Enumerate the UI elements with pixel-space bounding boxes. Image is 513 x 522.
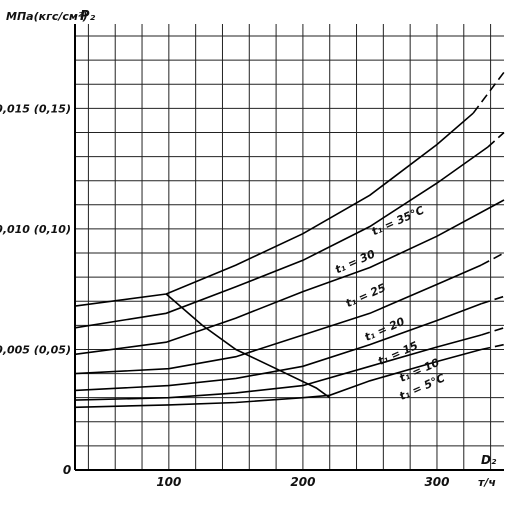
series-line-extrapolated — [480, 252, 505, 266]
boundary-line — [165, 293, 331, 399]
series-line-extrapolated — [487, 131, 505, 148]
x-tick-label: 200 — [290, 475, 315, 489]
curves — [74, 71, 505, 409]
y-tick-label: 0,015 (0,15) — [0, 102, 71, 115]
tick-labels: 0 100 200 300 0,005 (0,05) 0,010 (0,10) 0,015 … — [0, 102, 450, 489]
x-axis-symbol: D₂ — [481, 453, 497, 467]
series-label: t₁ = 25 — [344, 281, 388, 310]
x-tick-label: 100 — [156, 475, 181, 489]
series-line-extrapolated — [472, 71, 505, 114]
y-tick-label: 0,010 (0,10) — [0, 223, 71, 236]
axes — [74, 24, 504, 471]
grid — [75, 24, 504, 470]
series-line — [74, 146, 489, 329]
y-axis-symbol: P₂ — [80, 9, 96, 24]
series-line — [74, 348, 482, 409]
series-line — [74, 334, 482, 401]
x-tick-label: 0 — [63, 463, 71, 477]
x-tick-label: 300 — [424, 475, 449, 489]
y-tick-label: 0,005 (0,05) — [0, 343, 71, 356]
series-label: t₁ = 15 — [376, 339, 420, 368]
series-line-extrapolated — [480, 295, 505, 305]
series-line — [74, 199, 505, 356]
series-line — [74, 302, 482, 392]
x-unit-label: т/ч — [478, 476, 496, 489]
series-line — [74, 264, 482, 375]
series-line-extrapolated — [481, 343, 505, 351]
y-unit-label: МПа(кгс/см²) — [6, 10, 88, 23]
series-line-extrapolated — [480, 327, 505, 336]
